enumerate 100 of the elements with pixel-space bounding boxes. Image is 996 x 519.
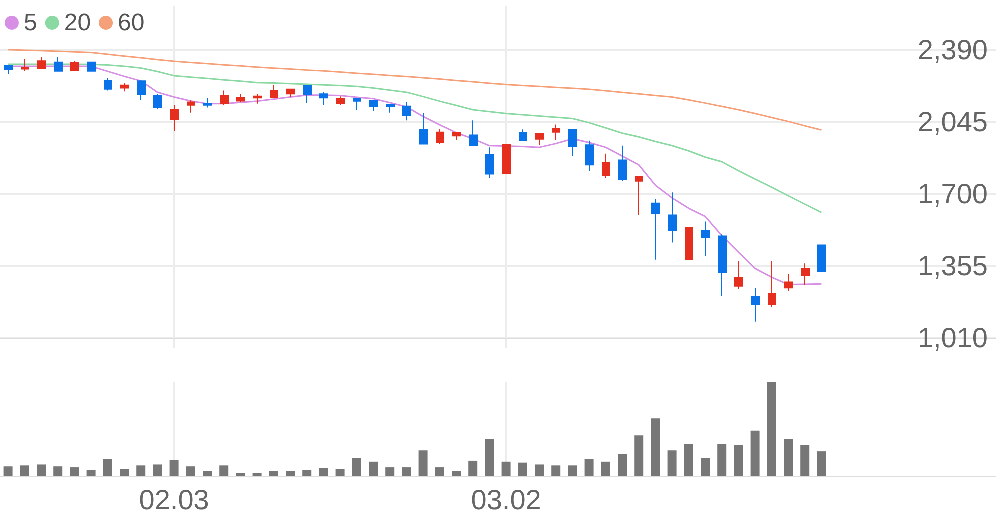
candlestick <box>469 120 478 146</box>
candlestick <box>535 133 544 146</box>
bar <box>153 464 162 476</box>
candlestick <box>303 85 312 104</box>
candlestick <box>70 60 79 72</box>
bar <box>20 466 30 476</box>
candlestick <box>336 96 345 106</box>
candlestick <box>718 234 727 297</box>
candlestick <box>668 192 677 244</box>
bar <box>170 460 179 476</box>
bar <box>618 454 627 476</box>
x-tick-label: 03.02 <box>471 484 542 516</box>
bar <box>718 444 727 476</box>
bar <box>319 468 328 476</box>
candlestick <box>419 113 428 145</box>
bar <box>54 466 63 476</box>
bar <box>800 444 810 476</box>
y-tick-label: 1,700 <box>918 178 988 210</box>
bar <box>203 471 212 476</box>
candlestick <box>734 260 743 290</box>
candlestick <box>137 80 146 100</box>
bar <box>535 464 544 476</box>
candlestick <box>685 227 693 260</box>
bar <box>552 466 561 476</box>
bar <box>186 466 196 476</box>
candlestick <box>502 144 511 174</box>
bar <box>136 466 146 476</box>
candlestick <box>402 102 411 122</box>
candlestick <box>485 147 494 179</box>
bar <box>369 462 378 476</box>
bar <box>336 469 345 476</box>
candlestick <box>801 263 810 286</box>
y-tick-label: 1,010 <box>918 322 988 354</box>
y-tick-label: 2,390 <box>918 34 988 66</box>
bar <box>651 418 660 476</box>
bar <box>386 468 395 476</box>
candlestick <box>353 98 361 111</box>
bar <box>601 462 610 476</box>
candlestick <box>87 62 96 72</box>
line-series <box>8 64 822 214</box>
candlestick <box>817 244 826 272</box>
bar <box>70 468 80 476</box>
legend-label: 60 <box>118 10 145 36</box>
legend-label: 5 <box>24 10 38 36</box>
candlestick <box>519 129 527 142</box>
bar <box>120 469 129 476</box>
candlestick <box>4 64 13 75</box>
bar <box>236 473 246 476</box>
bar <box>4 466 13 476</box>
candlestick <box>602 153 610 179</box>
candlestick <box>319 92 328 106</box>
y-tick-label: 1,355 <box>918 250 988 282</box>
candlestick <box>104 78 112 92</box>
bar <box>684 444 694 476</box>
candlestick <box>386 104 395 114</box>
bar <box>286 471 295 476</box>
candlestick <box>187 100 195 114</box>
candlestick <box>436 128 444 145</box>
candlestick <box>784 274 793 292</box>
bar <box>86 470 96 476</box>
candlestick <box>369 100 378 112</box>
bar <box>352 458 362 476</box>
bar <box>502 462 511 476</box>
candlestick <box>751 288 760 322</box>
bar <box>668 450 677 476</box>
candlestick <box>618 145 627 182</box>
candlestick <box>120 82 129 92</box>
candlestick <box>220 90 229 106</box>
bar <box>817 452 826 476</box>
bar <box>269 471 278 476</box>
bar <box>634 436 644 476</box>
candlestick <box>54 56 63 72</box>
candlestick <box>170 104 179 132</box>
bar <box>402 468 412 476</box>
candlestick <box>635 176 643 216</box>
bar <box>750 430 760 476</box>
bar <box>220 466 229 476</box>
bar <box>784 439 793 476</box>
bar <box>485 439 494 476</box>
candlestick <box>270 84 278 99</box>
bar <box>568 466 578 476</box>
candlestick <box>37 56 46 70</box>
bar <box>418 450 428 476</box>
candlestick <box>701 221 710 257</box>
bar <box>701 458 710 476</box>
x-tick-label: 02.03 <box>139 484 210 516</box>
candlestick <box>568 129 577 157</box>
bar <box>734 444 744 476</box>
bar <box>584 459 594 476</box>
bar <box>252 473 262 476</box>
candlestick <box>552 124 560 141</box>
candlestick <box>452 132 461 141</box>
bar <box>302 470 312 476</box>
candlestick <box>203 98 212 108</box>
bar <box>37 464 46 476</box>
candlestick <box>585 140 594 172</box>
bar <box>767 382 776 476</box>
candlestick <box>768 260 776 308</box>
candlestick <box>21 58 29 72</box>
bar <box>435 468 444 476</box>
